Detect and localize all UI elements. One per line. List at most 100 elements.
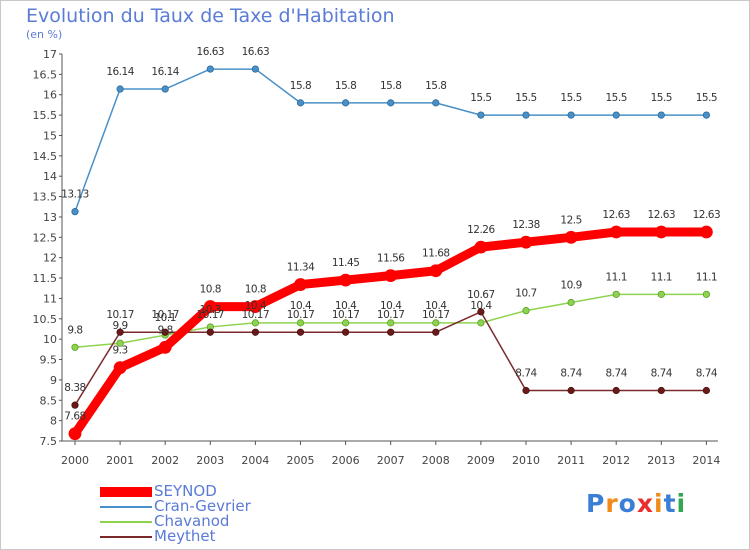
data-point (702, 290, 711, 298)
data-point (161, 85, 169, 93)
data-point (339, 273, 353, 287)
data-label: 10.17 (332, 309, 360, 321)
data-point (522, 386, 530, 395)
data-label: 15.5 (606, 92, 627, 104)
data-label: 15.8 (290, 80, 311, 92)
series-seynod (68, 225, 713, 441)
data-point (71, 401, 79, 409)
x-tick-label: 2006 (332, 454, 360, 467)
data-point (248, 300, 262, 313)
y-tick-label: 17 (43, 48, 57, 61)
series-cran-gevrier (71, 65, 711, 216)
y-tick-label: 8 (50, 415, 57, 428)
data-point (432, 319, 440, 327)
y-tick-label: 16 (43, 89, 57, 102)
data-point (477, 319, 485, 327)
logo-letter: t (663, 489, 677, 518)
y-tick-label: 12.5 (33, 231, 58, 244)
data-label: 10.17 (242, 309, 270, 321)
data-point (113, 361, 127, 375)
data-point (612, 386, 620, 395)
data-label: 8.74 (515, 367, 537, 379)
x-tick-label: 2001 (106, 454, 134, 467)
x-tick-label: 2007 (377, 454, 405, 467)
data-label: 12.63 (693, 209, 721, 221)
data-label: 9.8 (158, 324, 173, 336)
data-label: 8.74 (606, 367, 628, 379)
data-label: 15.5 (651, 92, 672, 104)
data-point (251, 319, 259, 327)
data-label: 15.5 (696, 92, 717, 104)
data-point (564, 230, 578, 244)
data-label: 10.4 (335, 300, 357, 312)
data-label: 11.56 (377, 253, 405, 265)
y-tick-label: 9.5 (40, 354, 58, 367)
data-label: 10.8 (200, 284, 221, 296)
data-label: 9.3 (112, 345, 127, 357)
data-point (567, 298, 575, 307)
y-tick-label: 13 (43, 211, 57, 224)
data-point (341, 319, 350, 327)
data-point (294, 278, 307, 291)
y-tick-label: 15 (43, 129, 57, 142)
data-label: 13.13 (61, 189, 89, 201)
data-label: 10.3 (200, 304, 221, 316)
data-label: 10.17 (422, 309, 450, 321)
data-label: 9.9 (112, 320, 127, 332)
data-point (251, 328, 259, 336)
data-point (429, 264, 443, 278)
data-point (206, 65, 214, 73)
chart-axes: 7.5 8 8.5 9 9.5 10 10.5 11 11.5 12 12.5 13 13.5 14 14.… (33, 48, 721, 467)
data-label: 10.7 (515, 288, 536, 300)
data-point (203, 300, 217, 313)
data-label: 8.38 (64, 382, 85, 394)
data-point (296, 99, 305, 107)
data-point (384, 269, 398, 283)
data-label: 10.4 (425, 300, 447, 312)
data-label: 16.14 (106, 66, 134, 78)
data-point (567, 111, 575, 119)
data-point (522, 111, 530, 119)
data-label: 10.17 (287, 309, 315, 321)
data-label: 11.1 (651, 271, 672, 283)
data-label: 11.34 (287, 262, 315, 274)
data-label: 8.74 (696, 367, 718, 379)
legend-swatch (100, 521, 152, 523)
x-tick-label: 2009 (467, 454, 495, 467)
logo-letter: P (586, 489, 606, 518)
data-point (387, 328, 395, 336)
y-tick-label: 9 (50, 374, 57, 387)
y-tick-label: 14 (43, 170, 57, 183)
data-point (657, 111, 665, 119)
logo-letter: x (636, 489, 654, 518)
data-point (68, 427, 82, 441)
y-tick-label: 16.5 (33, 68, 58, 81)
data-label: 15.5 (470, 92, 491, 104)
data-point (341, 328, 350, 336)
data-point (116, 85, 124, 93)
data-point (477, 308, 485, 316)
chart-subtitle: (en %) (26, 28, 63, 41)
logo-letter: i (676, 489, 687, 518)
data-label: 10.9 (560, 279, 581, 291)
x-tick-label: 2000 (61, 454, 89, 467)
data-point (609, 225, 623, 239)
data-label: 15.8 (380, 80, 401, 92)
x-tick-label: 2013 (647, 454, 675, 467)
logo-letter: r (605, 489, 619, 518)
data-point (519, 235, 533, 249)
x-tick-label: 2004 (241, 454, 269, 467)
data-label: 16.63 (242, 46, 270, 58)
y-tick-label: 15.5 (33, 109, 58, 122)
y-tick-label: 8.5 (40, 394, 58, 407)
data-point (702, 111, 711, 119)
y-tick-label: 7.5 (40, 435, 58, 448)
data-point (567, 386, 575, 395)
legend-label: Chavanod (154, 512, 230, 530)
data-point (161, 328, 169, 336)
data-point (158, 340, 172, 354)
data-point (700, 225, 713, 239)
data-label: 16.14 (151, 66, 179, 78)
data-label: 11.1 (696, 271, 717, 283)
data-label: 10.67 (467, 289, 495, 301)
